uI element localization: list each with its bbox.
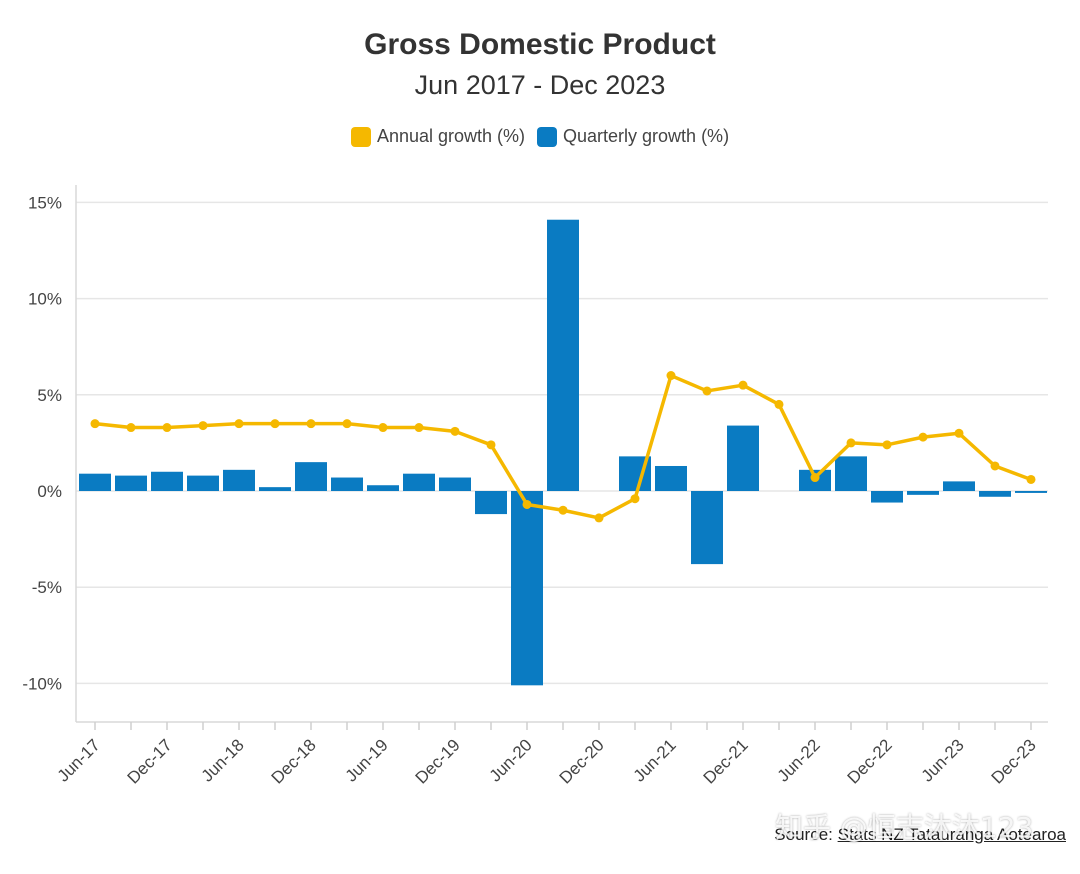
bar-quarterly [259, 487, 291, 491]
point-annual [954, 428, 964, 438]
x-tick-label: Dec-22 [844, 735, 896, 787]
source-link[interactable]: Stats NZ Tatauranga Aotearoa [837, 825, 1066, 844]
point-annual [810, 473, 820, 483]
point-annual [918, 432, 928, 442]
bar-quarterly [511, 491, 543, 686]
y-tick-label: 5% [37, 386, 62, 405]
bar-quarterly [547, 219, 579, 491]
y-tick-label: -5% [32, 578, 62, 597]
point-annual [594, 513, 604, 523]
legend-swatch-annual [350, 126, 371, 147]
bar-quarterly [943, 481, 975, 491]
point-annual [486, 440, 496, 450]
bar-quarterly [871, 491, 903, 503]
point-annual [666, 371, 676, 381]
point-annual [90, 419, 100, 429]
x-tick-label: Dec-21 [700, 735, 752, 787]
y-tick-label: 0% [37, 482, 62, 501]
point-annual [990, 461, 1000, 471]
point-annual [198, 421, 208, 431]
y-tick-label: -10% [22, 674, 62, 693]
point-annual [234, 419, 244, 429]
legend: Annual growth (%) Quarterly growth (%) [0, 126, 1080, 147]
bar-quarterly [367, 485, 399, 491]
point-annual [270, 419, 280, 429]
bar-quarterly [727, 425, 759, 491]
line-layer [90, 371, 1036, 523]
x-tick-label: Jun-20 [486, 735, 536, 785]
axis-layer [75, 185, 1048, 723]
point-annual [882, 440, 892, 450]
point-annual [702, 386, 712, 396]
bar-quarterly [151, 471, 183, 491]
bar-quarterly [1015, 491, 1047, 493]
legend-swatch-quarterly [537, 126, 558, 147]
y-tick-layer: 15% 10% 5% 0% -5% -10% [22, 193, 62, 693]
bar-quarterly [691, 491, 723, 565]
x-tick-layer: Jun-17 Dec-17 Jun-18 Dec-18 Jun-19 Dec-19 Jun-… [54, 722, 1040, 788]
point-annual [846, 438, 856, 448]
bar-quarterly [979, 491, 1011, 497]
x-tick-label: Dec-23 [988, 735, 1040, 787]
legend-item-quarterly[interactable]: Quarterly growth (%) [537, 126, 729, 147]
point-annual [1026, 474, 1036, 484]
point-annual [342, 419, 352, 429]
point-annual [558, 505, 568, 515]
bar-quarterly [115, 475, 147, 491]
x-tick-label: Jun-21 [630, 735, 680, 785]
bar-quarterly [835, 456, 867, 491]
bar-quarterly [187, 475, 219, 491]
point-annual [126, 423, 136, 433]
y-tick-label: 10% [28, 290, 62, 309]
source-prefix: Source: [774, 825, 838, 844]
point-annual [162, 423, 172, 433]
point-annual [450, 426, 460, 436]
x-tick-label: Jun-23 [918, 735, 968, 785]
bar-quarterly [475, 491, 507, 515]
x-tick-label: Jun-19 [342, 735, 392, 785]
point-annual [774, 399, 784, 409]
point-annual [630, 494, 640, 504]
point-annual [414, 423, 424, 433]
source-note: Source: Stats NZ Tatauranga Aotearoa [774, 825, 1066, 845]
point-annual [378, 423, 388, 433]
bar-quarterly [295, 462, 327, 491]
bar-quarterly [331, 477, 363, 491]
point-annual [306, 419, 316, 429]
y-tick-label: 15% [28, 193, 62, 212]
x-tick-label: Dec-17 [124, 735, 176, 787]
chart-title: Gross Domestic Product [364, 28, 716, 61]
x-tick-label: Jun-18 [198, 735, 248, 785]
bar-quarterly [223, 469, 255, 491]
legend-item-annual[interactable]: Annual growth (%) [350, 126, 526, 147]
bar-quarterly [79, 473, 111, 491]
x-tick-label: Jun-22 [774, 735, 824, 785]
x-tick-label: Dec-19 [412, 735, 464, 787]
bar-quarterly [439, 477, 471, 491]
bar-quarterly [907, 491, 939, 495]
bar-quarterly [403, 473, 435, 491]
point-annual [738, 380, 748, 390]
x-tick-label: Dec-18 [268, 735, 320, 787]
x-tick-label: Dec-20 [556, 735, 608, 787]
legend-label-annual: Annual growth (%) [376, 126, 526, 146]
legend-label-quarterly: Quarterly growth (%) [563, 126, 730, 146]
chart-subtitle: Jun 2017 - Dec 2023 [414, 70, 666, 100]
x-tick-label: Jun-17 [54, 735, 104, 785]
bar-layer [79, 219, 1047, 686]
point-annual [522, 499, 532, 509]
bar-quarterly [655, 465, 687, 491]
watermark: 知乎 @恒志沐沐123 [775, 811, 1034, 844]
